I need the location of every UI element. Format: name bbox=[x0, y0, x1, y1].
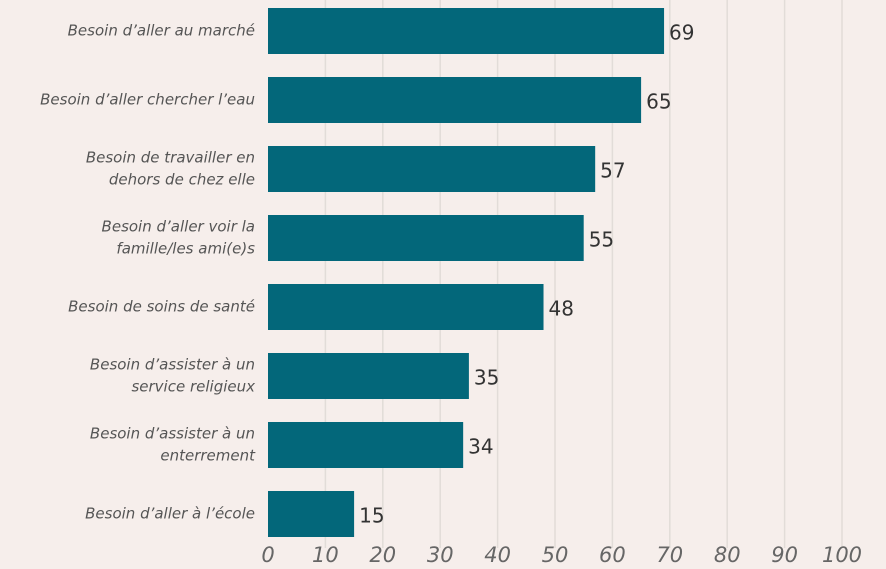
y-tick-label: enterrement bbox=[160, 447, 256, 465]
x-tick-label: 100 bbox=[822, 543, 862, 567]
value-label: 15 bbox=[359, 504, 384, 528]
y-tick-label: Besoin d’aller à l’école bbox=[85, 505, 255, 523]
bar bbox=[268, 146, 596, 192]
y-tick-label: Besoin d’assister à un bbox=[90, 425, 255, 443]
y-tick-label: famille/les ami(e)s bbox=[116, 240, 255, 258]
y-tick-label: Besoin de travailler en bbox=[86, 149, 255, 167]
bar bbox=[268, 491, 355, 537]
value-label: 57 bbox=[600, 159, 625, 183]
y-tick-label: Besoin d’aller au marché bbox=[68, 22, 255, 40]
y-tick-label: Besoin d’aller chercher l’eau bbox=[40, 91, 255, 109]
y-tick-label: service religieux bbox=[131, 378, 255, 396]
value-label: 35 bbox=[474, 366, 499, 390]
y-tick-label: Besoin de soins de santé bbox=[68, 298, 255, 316]
x-tick-label: 10 bbox=[312, 543, 339, 567]
x-tick-label: 60 bbox=[599, 543, 626, 567]
bar bbox=[268, 8, 665, 54]
bar bbox=[268, 215, 584, 261]
bar bbox=[268, 77, 642, 123]
value-label: 48 bbox=[549, 297, 574, 321]
value-label: 69 bbox=[669, 21, 694, 45]
y-tick-label: Besoin d’aller voir la bbox=[102, 218, 255, 236]
x-tick-label: 0 bbox=[261, 543, 274, 567]
x-tick-label: 20 bbox=[369, 543, 396, 567]
x-tick-label: 30 bbox=[427, 543, 454, 567]
x-tick-label: 40 bbox=[484, 543, 511, 567]
x-tick-label: 70 bbox=[656, 543, 683, 567]
bar bbox=[268, 353, 469, 399]
value-label: 55 bbox=[589, 228, 614, 252]
x-tick-label: 90 bbox=[771, 543, 798, 567]
bar bbox=[268, 422, 464, 468]
x-tick-label: 80 bbox=[714, 543, 741, 567]
x-tick-label: 50 bbox=[542, 543, 569, 567]
value-label: 34 bbox=[468, 435, 493, 459]
bar bbox=[268, 284, 544, 330]
y-tick-label: Besoin d’assister à un bbox=[90, 356, 255, 374]
y-tick-label: dehors de chez elle bbox=[109, 171, 255, 189]
value-label: 65 bbox=[646, 90, 671, 114]
